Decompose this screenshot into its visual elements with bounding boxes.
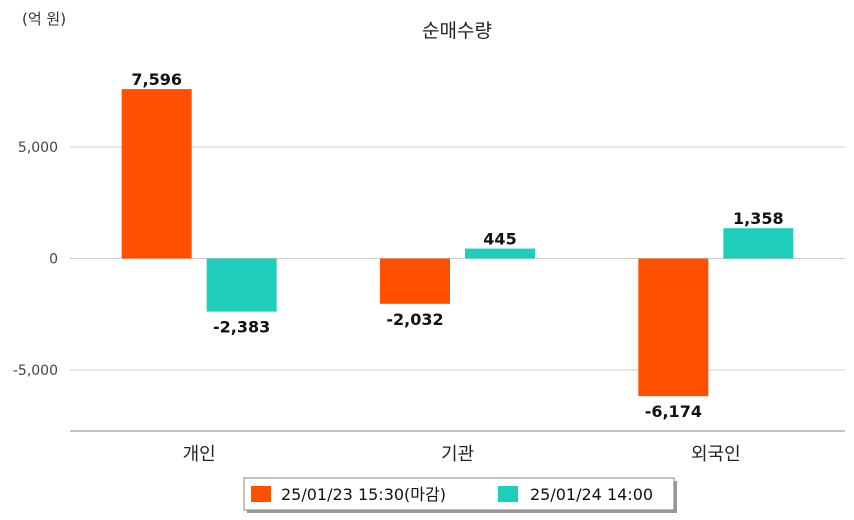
bars: 7,596 -2,383 -2,032 445 -6,174 1,358	[121, 70, 794, 421]
data-label: -6,174	[645, 402, 702, 421]
legend-swatch-series-2	[498, 486, 518, 502]
data-label: 1,358	[733, 209, 784, 228]
category-label: 외국인	[691, 444, 741, 465]
y-axis-ticks: 5,000 0 -5,000	[13, 140, 58, 379]
data-label: -2,383	[213, 318, 270, 337]
category-labels: 개인 기관 외국인	[183, 444, 741, 465]
bar	[121, 89, 192, 259]
legend-label-series-2: 25/01/24 14:00	[530, 485, 653, 504]
bar	[206, 258, 277, 312]
category-label: 기관	[441, 444, 474, 465]
bar	[723, 228, 794, 259]
y-tick-label: 5,000	[18, 140, 58, 156]
chart-title: 순매수량	[422, 20, 492, 42]
y-tick-label: 0	[49, 252, 58, 268]
bar	[465, 248, 535, 259]
data-label: 445	[483, 230, 516, 249]
unit-label: (억 원)	[22, 10, 66, 28]
legend-box	[243, 477, 675, 511]
gridlines	[70, 146, 845, 371]
data-label: 7,596	[131, 70, 182, 89]
legend: 25/01/23 15:30(마감) 25/01/24 14:00	[243, 477, 677, 513]
y-tick-label: -5,000	[13, 363, 58, 379]
bar	[380, 258, 450, 304]
legend-label-series-1: 25/01/23 15:30(마감)	[281, 485, 446, 504]
bar	[638, 258, 709, 397]
legend-swatch-series-1	[251, 486, 271, 502]
category-label: 개인	[183, 444, 216, 465]
data-label: -2,032	[386, 310, 443, 329]
